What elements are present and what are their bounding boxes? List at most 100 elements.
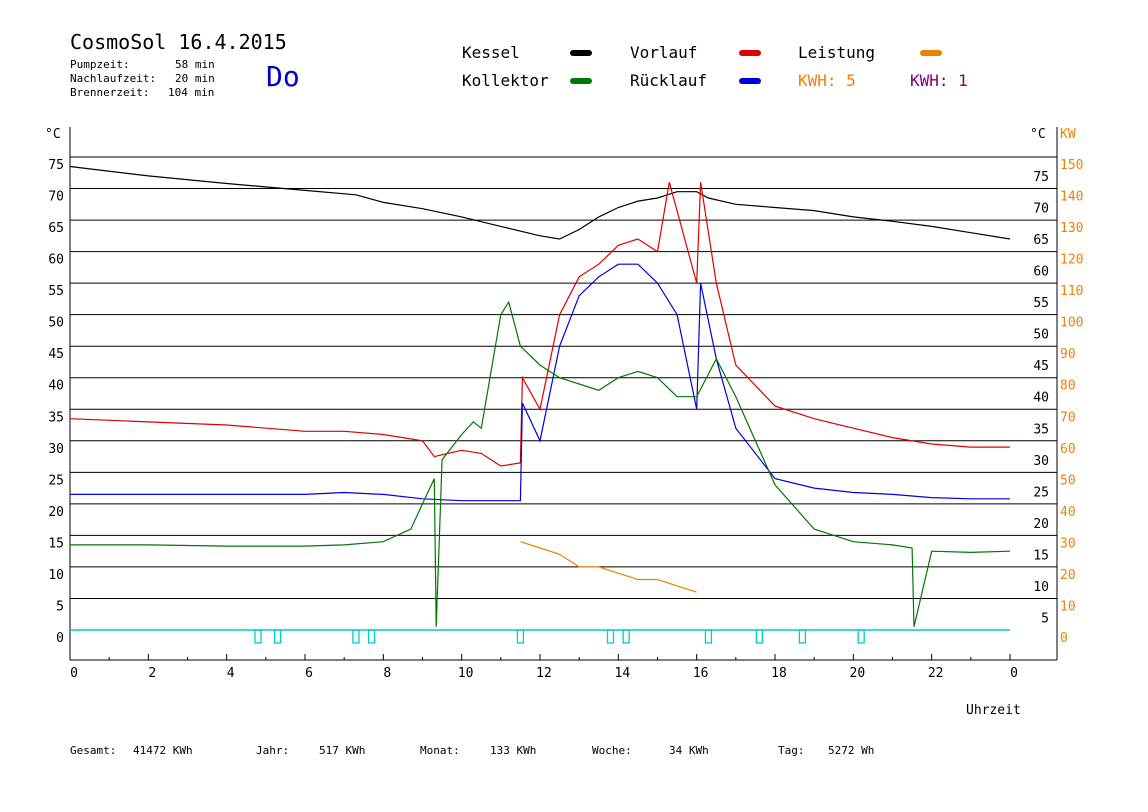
y-tick-label-right-c: 10	[1033, 580, 1049, 595]
series-line-kollektor	[70, 300, 1011, 627]
y-tick-label-left: 40	[48, 379, 64, 394]
legend-kwh-second: KWH: 1	[910, 71, 968, 90]
y2-tick-label: 10	[1060, 599, 1076, 614]
y-tick-label-right-c: 60	[1033, 265, 1049, 280]
footer-gesamt-value: 41472 KWh	[133, 744, 193, 757]
footer-jahr-value: 517 KWh	[319, 744, 366, 757]
y2-tick-label: 70	[1060, 410, 1076, 425]
page-title: CosmoSol 16.4.2015	[70, 30, 287, 54]
x-tick-label: 8	[383, 666, 391, 681]
pump-marker	[755, 629, 763, 644]
x-tick-label: 6	[305, 666, 313, 681]
legend-vorlauf-swatch	[739, 50, 761, 56]
footer-woche-value: 34 KWh	[669, 744, 709, 757]
series-line-kessel	[69, 165, 1011, 240]
pump-marker	[516, 629, 525, 644]
pump-marker	[352, 629, 360, 644]
y-tick-label-left: 70	[48, 190, 64, 205]
x-tick-label: 0	[70, 666, 78, 681]
y2-tick-label: 30	[1060, 536, 1076, 551]
y-tick-label-right-c: 40	[1033, 391, 1049, 406]
y-tick-label-right-c: 55	[1033, 296, 1049, 311]
y-tick-label-left: 55	[48, 284, 64, 299]
legend-ruecklauf-label: Rücklauf	[630, 71, 708, 90]
y2-tick-label: 90	[1060, 347, 1076, 362]
y-tick-label-left: 0	[56, 631, 64, 646]
legend-leistung-label: Leistung	[798, 43, 876, 62]
pump-marker	[704, 629, 713, 644]
info-brennerzeit-value: 104 min	[168, 86, 215, 99]
x-tick-label: 16	[693, 666, 709, 681]
y-tick-label-left: 30	[48, 442, 64, 457]
info-nachlaufzeit-label: Nachlaufzeit:	[70, 72, 157, 85]
y-tick-label-right-c: 70	[1033, 202, 1049, 217]
pump-marker	[798, 629, 807, 644]
footer-jahr-label: Jahr:	[256, 744, 290, 757]
x-tick-label: 4	[227, 666, 235, 681]
y-tick-label-right-c: 35	[1033, 422, 1049, 437]
x-tick-label: 2	[148, 666, 156, 681]
x-tick-label: 12	[536, 666, 552, 681]
y-tick-label-left: 20	[48, 505, 64, 520]
info-pumpzeit-value: 58 min	[175, 58, 215, 71]
y-axis-unit-right-c: °C	[1030, 127, 1046, 142]
series-line-leistung	[520, 541, 697, 593]
y-tick-label-left: 65	[48, 221, 64, 236]
footer-monat-label: Monat:	[420, 744, 460, 757]
pump-marker	[273, 629, 282, 644]
y2-tick-label: 150	[1060, 158, 1083, 173]
y-axis-unit-left: °C	[45, 127, 61, 142]
x-tick-label: 20	[850, 666, 866, 681]
footer-gesamt-label: Gesamt:	[70, 744, 117, 757]
x-tick-label: 22	[928, 666, 944, 681]
y-tick-label-left: 45	[48, 347, 64, 362]
pump-marker	[367, 629, 376, 644]
footer-tag-value: 5272 Wh	[828, 744, 875, 757]
y2-tick-label: 120	[1060, 253, 1083, 268]
footer-tag-label: Tag:	[778, 744, 805, 757]
weekday-label: Do	[266, 60, 300, 93]
footer-monat-value: 133 KWh	[490, 744, 537, 757]
legend-kollektor-label: Kollektor	[462, 71, 549, 90]
info-nachlaufzeit-value: 20 min	[175, 72, 215, 85]
y-tick-label-left: 10	[48, 568, 64, 583]
y-tick-label-right-c: 5	[1041, 611, 1049, 626]
y-tick-label-right-c: 50	[1033, 328, 1049, 343]
y-tick-label-right-c: 25	[1033, 485, 1049, 500]
x-axis-label: Uhrzeit	[966, 703, 1021, 718]
pump-marker	[606, 629, 615, 644]
x-tick-label: 10	[458, 666, 474, 681]
x-tick-label: 0	[1010, 666, 1018, 681]
y2-tick-label: 130	[1060, 221, 1083, 236]
y-tick-label-right-c: 45	[1033, 359, 1049, 374]
y2-tick-label: 40	[1060, 505, 1076, 520]
y2-tick-label: 140	[1060, 190, 1083, 205]
y-axis-unit-right-kw: KW	[1060, 127, 1076, 142]
info-pumpzeit-label: Pumpzeit:	[70, 58, 130, 71]
y2-tick-label: 50	[1060, 473, 1076, 488]
legend-kessel-label: Kessel	[462, 43, 520, 62]
y-tick-label-left: 15	[48, 536, 64, 551]
y2-tick-label: 100	[1060, 316, 1083, 331]
pump-marker	[622, 629, 630, 644]
x-tick-label: 14	[615, 666, 631, 681]
y-tick-label-right-c: 20	[1033, 517, 1049, 532]
y2-tick-label: 80	[1060, 379, 1076, 394]
y-tick-label-right-c: 65	[1033, 233, 1049, 248]
legend-kollektor-swatch	[570, 78, 592, 84]
y-tick-label-left: 5	[56, 599, 64, 614]
series-line-vorlauf	[69, 182, 1010, 467]
y-tick-label-left: 50	[48, 316, 64, 331]
y-tick-label-left: 25	[48, 473, 64, 488]
y2-tick-label: 0	[1060, 631, 1068, 646]
legend-ruecklauf-swatch	[739, 78, 761, 84]
y-tick-label-left: 75	[48, 158, 64, 173]
y-tick-label-right-c: 15	[1033, 548, 1049, 563]
y-tick-label-left: 35	[48, 410, 64, 425]
info-brennerzeit-label: Brennerzeit:	[70, 86, 150, 99]
y-tick-label-left: 60	[48, 253, 64, 268]
series-line-rücklauf	[70, 263, 1010, 502]
y2-tick-label: 60	[1060, 442, 1076, 457]
footer-woche-label: Woche:	[592, 744, 632, 757]
